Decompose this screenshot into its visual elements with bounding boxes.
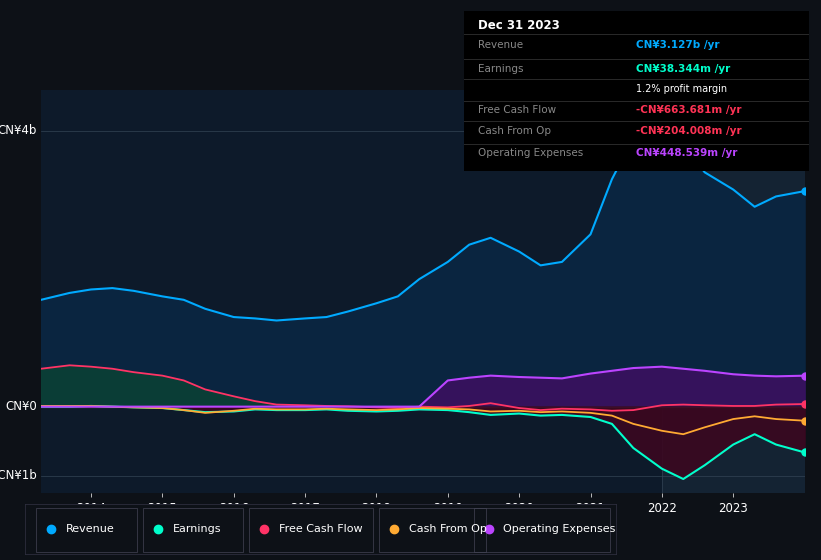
- Text: Revenue: Revenue: [66, 524, 115, 534]
- Text: Free Cash Flow: Free Cash Flow: [478, 105, 556, 115]
- Text: Cash From Op: Cash From Op: [409, 524, 487, 534]
- Text: Earnings: Earnings: [478, 64, 523, 74]
- Bar: [143, 507, 243, 552]
- Text: -CN¥204.008m /yr: -CN¥204.008m /yr: [636, 126, 742, 136]
- Text: CN¥38.344m /yr: CN¥38.344m /yr: [636, 64, 731, 74]
- Text: Free Cash Flow: Free Cash Flow: [279, 524, 362, 534]
- Text: CN¥3.127b /yr: CN¥3.127b /yr: [636, 40, 720, 50]
- Text: Operating Expenses: Operating Expenses: [503, 524, 616, 534]
- Text: CN¥0: CN¥0: [6, 400, 37, 413]
- Bar: [250, 507, 374, 552]
- Bar: [662, 90, 805, 493]
- Text: -CN¥1b: -CN¥1b: [0, 469, 37, 482]
- Text: CN¥448.539m /yr: CN¥448.539m /yr: [636, 148, 737, 158]
- Text: Operating Expenses: Operating Expenses: [478, 148, 583, 158]
- Text: Cash From Op: Cash From Op: [478, 126, 551, 136]
- Text: CN¥4b: CN¥4b: [0, 124, 37, 137]
- Text: Earnings: Earnings: [172, 524, 221, 534]
- Text: Dec 31 2023: Dec 31 2023: [478, 19, 559, 32]
- Text: -CN¥663.681m /yr: -CN¥663.681m /yr: [636, 105, 742, 115]
- Bar: [36, 507, 137, 552]
- Text: Revenue: Revenue: [478, 40, 523, 50]
- Text: 1.2% profit margin: 1.2% profit margin: [636, 84, 727, 94]
- Bar: [474, 507, 610, 552]
- Bar: [379, 507, 486, 552]
